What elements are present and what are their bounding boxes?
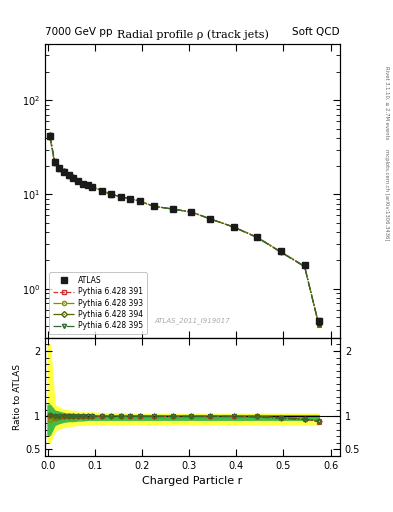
Text: Soft QCD: Soft QCD [292, 27, 340, 37]
X-axis label: Charged Particle r: Charged Particle r [142, 476, 243, 486]
Text: ATLAS_2011_I919017: ATLAS_2011_I919017 [155, 317, 230, 324]
Text: 7000 GeV pp: 7000 GeV pp [45, 27, 113, 37]
Title: Radial profile ρ (track jets): Radial profile ρ (track jets) [117, 29, 268, 40]
Y-axis label: Ratio to ATLAS: Ratio to ATLAS [13, 364, 22, 430]
Text: mcplots.cern.ch [arXiv:1306.3436]: mcplots.cern.ch [arXiv:1306.3436] [384, 149, 389, 240]
Legend: ATLAS, Pythia 6.428 391, Pythia 6.428 393, Pythia 6.428 394, Pythia 6.428 395: ATLAS, Pythia 6.428 391, Pythia 6.428 39… [49, 272, 147, 334]
Text: Rivet 3.1.10, ≥ 2.7M events: Rivet 3.1.10, ≥ 2.7M events [384, 66, 389, 139]
